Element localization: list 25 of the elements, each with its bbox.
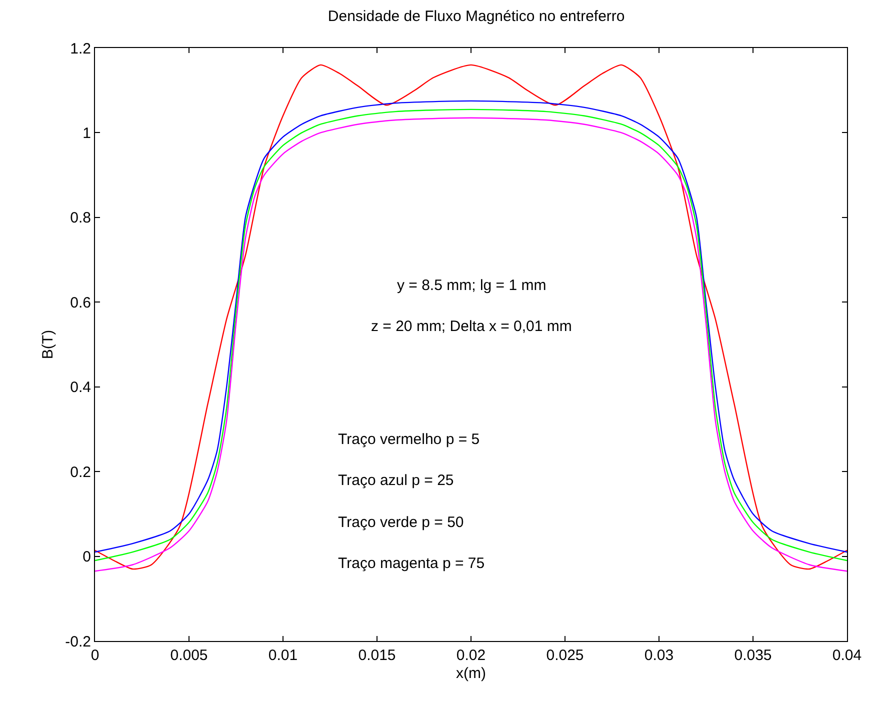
chart-title: Densidade de Fluxo Magnético no entreferro <box>328 8 625 26</box>
x-tick-label: 0.02 <box>456 647 486 664</box>
annotation: y = 8.5 mm; lg = 1 mm <box>397 277 546 294</box>
y-tick-label: 0.4 <box>70 379 91 396</box>
x-tick-label: 0.005 <box>170 647 208 664</box>
annotation: Traço vermelho p = 5 <box>338 431 480 448</box>
y-axis-title: B(T) <box>39 330 56 360</box>
x-tick-label: 0.035 <box>734 647 772 664</box>
x-tick-label: 0.04 <box>832 647 862 664</box>
y-tick-label: 0.6 <box>70 294 91 312</box>
y-tick-label: -0.2 <box>65 633 91 650</box>
annotation: Traço azul p = 25 <box>338 472 454 489</box>
x-tick-label: 0.01 <box>268 647 298 664</box>
y-tick-label: 1.2 <box>70 40 91 58</box>
annotation: Traço magenta p = 75 <box>338 555 485 572</box>
y-tick-label: 1 <box>82 124 91 142</box>
x-tick-label: 0.025 <box>546 647 584 664</box>
x-axis-title: x(m) <box>456 665 486 682</box>
annotation: Traço verde p = 50 <box>338 514 464 531</box>
y-tick-label: 0.8 <box>70 210 91 227</box>
x-tick-label: 0.03 <box>644 647 674 664</box>
y-tick-label: 0 <box>82 548 91 566</box>
x-tick-label: 0.015 <box>358 647 396 664</box>
y-tick-label: 0.2 <box>70 464 91 481</box>
annotation: z = 20 mm; Delta x = 0,01 mm <box>371 318 572 335</box>
